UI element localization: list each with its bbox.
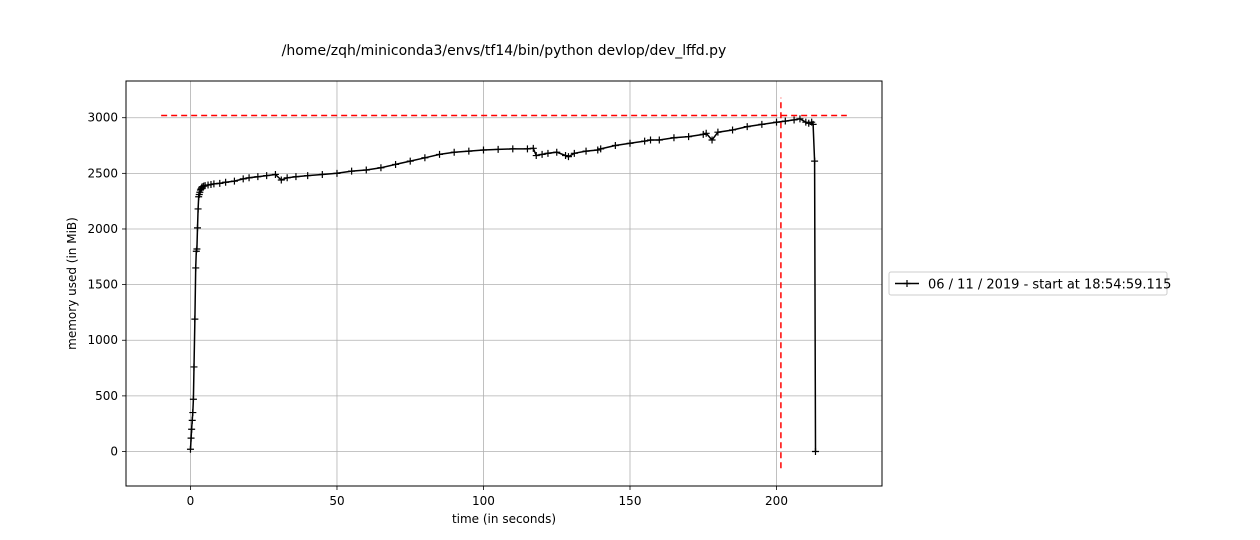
x-tick-label: 200: [765, 494, 788, 508]
data-point-marker: [377, 164, 385, 172]
data-point-marker: [494, 145, 502, 153]
data-point-marker: [362, 166, 370, 174]
y-axis-label: memory used (in MiB): [65, 217, 79, 350]
data-point-marker: [277, 176, 285, 184]
data-point-marker: [532, 152, 540, 160]
x-tick-label: 100: [472, 494, 495, 508]
data-point-marker: [811, 448, 819, 456]
data-point-marker: [781, 117, 789, 125]
data-point-marker: [544, 149, 552, 157]
data-point-marker: [348, 167, 356, 175]
y-tick-label: 2000: [87, 222, 118, 236]
data-point-marker: [292, 173, 300, 181]
data-point-marker: [773, 118, 781, 126]
data-point-marker: [222, 178, 230, 186]
data-point-marker: [210, 180, 218, 188]
data-point-marker: [239, 175, 247, 183]
data-point-marker: [392, 160, 400, 168]
data-point-marker: [186, 445, 194, 453]
data-point-marker: [655, 136, 663, 144]
data-point-marker: [406, 157, 414, 165]
data-point-marker: [582, 147, 590, 155]
data-point-marker: [465, 147, 473, 155]
reference-lines: [161, 97, 847, 469]
data-point-marker: [194, 205, 202, 213]
data-point-marker: [670, 134, 678, 142]
legend-box: [888, 271, 1168, 296]
data-point-marker: [271, 170, 279, 178]
data-point-marker: [714, 128, 722, 136]
data-point-marker: [538, 150, 546, 158]
data-point-marker: [188, 425, 196, 433]
data-point-marker: [641, 137, 649, 145]
data-point-marker: [809, 120, 817, 128]
data-point-marker: [570, 149, 578, 157]
data-point-marker: [187, 434, 195, 442]
data-series: [186, 115, 819, 456]
data-point-marker: [193, 245, 201, 253]
data-point-marker: [626, 139, 634, 147]
data-point-marker: [708, 136, 716, 144]
data-point-marker: [191, 315, 199, 323]
data-point-marker: [189, 395, 197, 403]
data-point-marker: [304, 172, 312, 180]
data-point-marker: [230, 177, 238, 185]
y-tick-label: 1000: [87, 333, 118, 347]
data-point-marker: [436, 150, 444, 158]
y-tick-label: 500: [95, 389, 118, 403]
y-tick-label: 0: [110, 445, 118, 459]
data-point-marker: [811, 157, 819, 165]
data-point-marker: [450, 148, 458, 156]
data-point-marker: [758, 120, 766, 128]
data-point-marker: [190, 363, 198, 371]
legend-plus-marker: [903, 280, 911, 287]
data-point-marker: [193, 224, 201, 232]
data-point-marker: [729, 126, 737, 134]
data-point-marker: [529, 144, 537, 152]
data-point-marker: [421, 154, 429, 162]
data-point-marker: [283, 174, 291, 182]
chart-title: /home/zqh/miniconda3/envs/tf14/bin/pytho…: [282, 43, 727, 59]
data-point-marker: [216, 179, 224, 187]
data-point-marker: [611, 142, 619, 150]
x-tick-label: 0: [187, 494, 195, 508]
data-point-marker: [702, 129, 710, 137]
data-point-marker: [245, 174, 253, 182]
x-axis-label: time (in seconds): [452, 512, 556, 526]
legend-entry-label: 06 / 11 / 2019 - start at 18:54:59.115: [928, 278, 1171, 293]
x-tick-label: 150: [619, 494, 642, 508]
data-point-marker: [333, 169, 341, 177]
y-tick-label: 1500: [87, 278, 118, 292]
plot-area-frame: [125, 80, 883, 487]
data-point-marker: [192, 264, 200, 272]
data-point-marker: [647, 136, 655, 144]
y-tick-label: 3000: [87, 111, 118, 125]
data-point-marker: [564, 153, 572, 161]
data-point-marker: [685, 133, 693, 141]
data-point-marker: [553, 148, 561, 156]
legend: 06 / 11 / 2019 - start at 18:54:59.115: [888, 271, 1171, 296]
data-point-marker: [254, 173, 262, 181]
data-point-marker: [523, 145, 531, 153]
y-tick-label: 2500: [87, 166, 118, 180]
data-point-marker: [796, 115, 804, 123]
data-point-marker: [188, 416, 196, 424]
data-point-marker: [743, 123, 751, 131]
data-point-marker: [479, 146, 487, 154]
data-point-marker: [318, 170, 326, 178]
data-point-marker: [263, 172, 271, 180]
data-point-marker: [597, 145, 605, 153]
data-point-marker: [189, 409, 197, 417]
x-tick-label: 50: [329, 494, 344, 508]
data-point-marker: [790, 116, 798, 124]
data-point-marker: [509, 145, 517, 153]
